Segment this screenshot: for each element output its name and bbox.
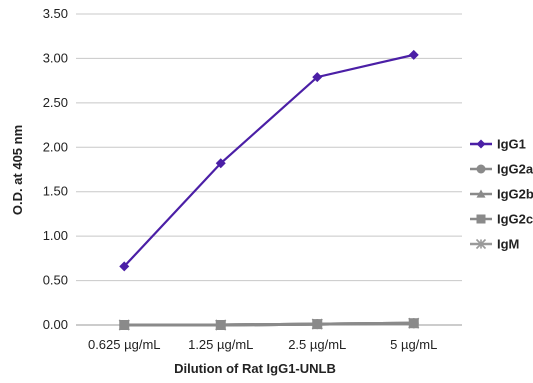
series-line — [124, 321, 414, 327]
y-tick-label: 0.00 — [43, 317, 68, 332]
legend-item: IgG2c — [470, 212, 533, 227]
y-tick-label: 1.00 — [43, 228, 68, 243]
x-axis-ticks: 0.625 µg/mL 1.25 µg/mL 2.5 µg/mL 5 µg/mL — [88, 337, 437, 352]
legend-label: IgG2c — [497, 212, 533, 227]
legend-item: IgG1 — [470, 137, 526, 152]
data-point — [119, 320, 130, 330]
legend-marker — [476, 164, 486, 174]
legend-marker — [476, 214, 486, 224]
legend-marker — [475, 238, 487, 250]
y-tick-label: 1.50 — [43, 184, 68, 199]
x-tick-label: 5 µg/mL — [390, 337, 437, 352]
series-group — [118, 49, 420, 331]
legend-label: IgM — [497, 237, 519, 252]
data-point — [119, 261, 130, 272]
series-line — [123, 53, 414, 268]
legend-marker — [476, 189, 486, 198]
x-tick-label: 0.625 µg/mL — [88, 337, 161, 352]
legend: IgG1 IgG2a IgG2b IgG2c IgM — [470, 137, 533, 252]
y-tick-label: 0.50 — [43, 273, 68, 288]
x-axis-title: Dilution of Rat IgG1-UNLB — [174, 361, 336, 376]
series-igg2a — [119, 318, 419, 330]
y-axis-ticks: 0.00 0.50 1.00 1.50 2.00 2.50 3.00 3.50 — [43, 6, 68, 332]
x-tick-label: 2.5 µg/mL — [288, 337, 346, 352]
data-point — [312, 72, 323, 83]
gridlines — [76, 13, 462, 282]
y-tick-label: 3.00 — [43, 50, 68, 65]
data-point — [215, 320, 226, 330]
y-axis-title: O.D. at 405 nm — [10, 125, 25, 215]
data-point — [215, 158, 226, 169]
series-igg1 — [119, 49, 419, 272]
legend-label: IgG2a — [497, 162, 533, 177]
data-point — [312, 319, 323, 330]
data-point — [408, 49, 419, 60]
y-tick-label: 2.50 — [43, 95, 68, 110]
data-point — [408, 318, 419, 329]
legend-item: IgG2a — [470, 162, 533, 177]
legend-item: IgG2b — [470, 187, 533, 202]
x-tick-label: 1.25 µg/mL — [188, 337, 253, 352]
y-tick-label: 3.50 — [43, 6, 68, 21]
legend-label: IgG2b — [497, 187, 533, 202]
legend-marker — [476, 139, 486, 149]
y-tick-label: 2.00 — [43, 139, 68, 154]
legend-label: IgG1 — [497, 137, 526, 152]
legend-item: IgM — [470, 237, 519, 252]
